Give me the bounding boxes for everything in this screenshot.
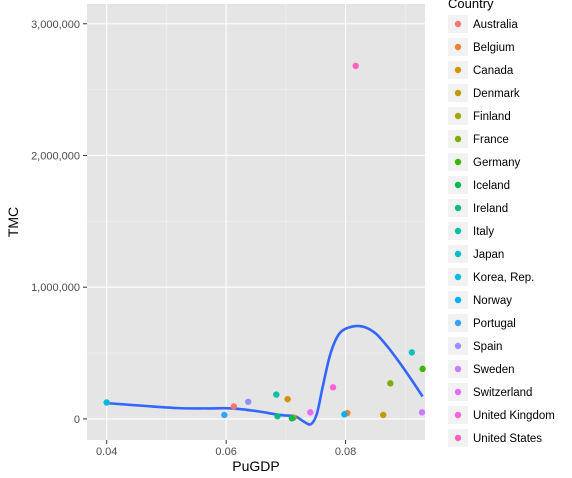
- legend-label: Switzerland: [473, 387, 532, 399]
- legend-swatch: [454, 342, 462, 350]
- legend-item: Japan: [448, 245, 504, 263]
- x-axis: 0.04 0.06 0.08: [96, 440, 356, 458]
- legend-label: Germany: [473, 157, 521, 169]
- x-tick-label: 0.08: [335, 446, 356, 458]
- y-tick-label: 1,000,000: [31, 282, 80, 294]
- data-point: [103, 399, 110, 406]
- legend-label: Japan: [473, 249, 504, 261]
- data-point: [307, 409, 314, 416]
- legend-swatch: [454, 66, 462, 74]
- legend-swatch: [454, 388, 462, 396]
- legend-item: Italy: [448, 222, 494, 240]
- legend-label: Ireland: [473, 203, 508, 215]
- legend-label: Portugal: [473, 318, 516, 330]
- legend-label: United Kingdom: [473, 410, 555, 422]
- legend-item: Germany: [448, 153, 521, 171]
- legend-title: Country: [448, 0, 494, 11]
- legend-swatch: [454, 319, 462, 327]
- legend-label: Korea, Rep.: [473, 272, 534, 284]
- legend-item: Sweden: [448, 360, 515, 378]
- legend-item: France: [448, 130, 509, 148]
- y-axis-title: TMC: [5, 207, 21, 237]
- legend-item: Switzerland: [448, 383, 532, 401]
- legend-swatch: [454, 411, 462, 419]
- legend-swatch: [454, 135, 462, 143]
- data-point: [341, 411, 348, 418]
- legend-item: Spain: [448, 337, 502, 355]
- legend-swatch: [454, 158, 462, 166]
- data-point: [221, 411, 228, 419]
- legend-item: Iceland: [448, 176, 510, 194]
- data-point: [418, 409, 426, 416]
- legend-item: Canada: [448, 61, 514, 79]
- legend-swatch: [454, 227, 462, 235]
- data-point: [408, 349, 416, 356]
- legend-item: United States: [448, 429, 542, 447]
- y-tick-label: 0: [74, 414, 80, 426]
- x-tick-label: 0.06: [215, 446, 236, 458]
- data-point: [288, 415, 296, 422]
- x-tick-label: 0.04: [96, 446, 117, 458]
- data-point: [352, 62, 359, 70]
- legend-swatch: [454, 273, 462, 281]
- legend-swatch: [454, 112, 462, 120]
- plot-panel: [87, 4, 425, 440]
- data-point: [419, 365, 426, 373]
- data-point: [387, 380, 394, 387]
- legend-swatch: [454, 204, 462, 212]
- legend-label: Norway: [473, 295, 512, 307]
- legend-label: Australia: [473, 19, 518, 31]
- legend-label: United States: [473, 433, 542, 445]
- legend-swatch: [454, 434, 462, 442]
- legend-label: Denmark: [473, 88, 520, 100]
- data-point: [245, 398, 252, 406]
- legend-label: Canada: [473, 65, 514, 77]
- legend-swatch: [454, 89, 462, 97]
- y-tick-label: 2,000,000: [31, 150, 80, 162]
- legend-label: Belgium: [473, 42, 515, 54]
- legend-item: Korea, Rep.: [448, 268, 534, 286]
- smooth-trend-line: [106, 324, 424, 426]
- y-axis: 0 1,000,000 2,000,000 3,000,000: [31, 19, 87, 426]
- data-point: [284, 395, 291, 403]
- legend-item: Norway: [448, 291, 512, 309]
- data-point: [329, 384, 337, 391]
- legend-item: United Kingdom: [448, 406, 555, 424]
- legend-swatch: [454, 43, 462, 51]
- legend-swatch: [454, 365, 462, 373]
- smooth-layer: [106, 324, 424, 426]
- legend-swatch: [454, 20, 462, 28]
- grid-major: [87, 4, 425, 440]
- data-point: [273, 391, 280, 398]
- x-axis-title: PuGDP: [232, 458, 279, 474]
- y-tick-label: 3,000,000: [31, 19, 80, 31]
- legend-item: Belgium: [448, 38, 515, 56]
- legend-swatch: [454, 296, 462, 304]
- legend-item: Ireland: [448, 199, 508, 217]
- legend: Country Australia Belgium Canada Denmark Fin…: [448, 0, 555, 447]
- legend-label: Spain: [473, 341, 502, 353]
- legend-label: Iceland: [473, 180, 510, 192]
- legend-item: Finland: [448, 107, 511, 125]
- legend-item: Australia: [448, 15, 518, 33]
- legend-label: France: [473, 134, 509, 146]
- legend-label: Italy: [473, 226, 494, 238]
- legend-swatch: [454, 250, 462, 258]
- legend-label: Finland: [473, 111, 511, 123]
- grid-minor: [87, 4, 425, 440]
- legend-label: Sweden: [473, 364, 515, 376]
- data-point: [274, 413, 281, 420]
- points-layer: [103, 62, 426, 422]
- data-point: [379, 411, 387, 419]
- legend-swatch: [454, 181, 462, 189]
- legend-item: Denmark: [448, 84, 520, 102]
- legend-item: Portugal: [448, 314, 516, 332]
- data-point: [230, 403, 238, 410]
